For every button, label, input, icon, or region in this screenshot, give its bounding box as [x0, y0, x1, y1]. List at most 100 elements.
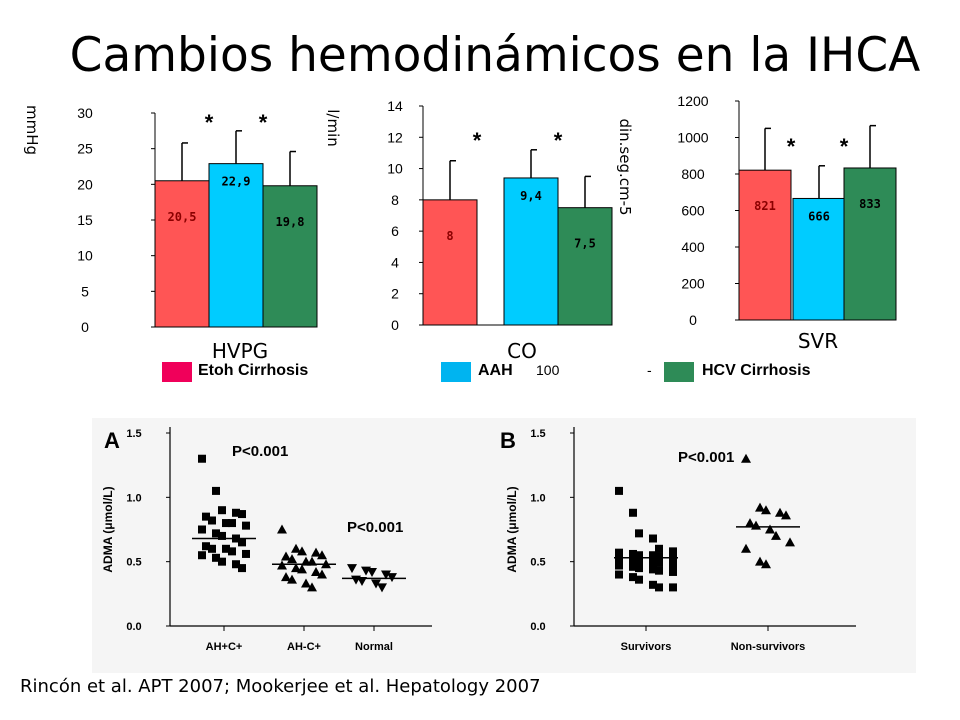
- y-axis-label: din.seg.cm-5: [616, 118, 634, 215]
- panel-label: B: [500, 428, 516, 453]
- y-tick-label: 20: [77, 176, 93, 192]
- bar: [503, 177, 559, 326]
- data-point: [347, 564, 357, 574]
- data-point: [218, 531, 226, 540]
- scatter-plot-b: 0.0 0.5 1.0 1.5 ADMA (μmol/L) B Survivors Non-s…: [500, 427, 856, 653]
- data-point: [635, 529, 643, 538]
- bar-value-label: 833: [859, 197, 881, 211]
- data-point: [755, 502, 765, 512]
- y-tick-label: 12: [387, 129, 403, 145]
- scatter-chart-a: 0.0 0.5 1.0 1.5 ADMA (μmol/L) A AH+C+ AH-C+ Norm…: [101, 427, 432, 653]
- x-tick-label: Survivors: [621, 641, 672, 653]
- data-point: [218, 506, 226, 515]
- data-point: [635, 575, 643, 584]
- y-tick-label: 6: [391, 223, 399, 239]
- data-point: [615, 548, 623, 557]
- data-point: [635, 551, 643, 560]
- data-point: [377, 583, 387, 593]
- bar-value-label: 19,8: [276, 215, 305, 229]
- p-value-annotation: P<0.001: [347, 519, 403, 536]
- legend-label-hcv: HCV Cirrhosis: [702, 362, 811, 379]
- data-point: [615, 561, 623, 570]
- y-tick-label: 1.5: [126, 428, 141, 440]
- p-value-annotation: P<0.001: [232, 443, 288, 460]
- data-point: [307, 556, 317, 566]
- y-tick-label: 1.5: [530, 428, 545, 440]
- data-point: [301, 578, 311, 588]
- data-point: [371, 579, 381, 589]
- legend-label-etoh: Etoh Cirrhosis: [198, 362, 309, 379]
- data-point: [781, 510, 791, 520]
- data-point: [629, 549, 637, 558]
- y-tick-label: 0: [81, 319, 89, 335]
- data-point: [655, 583, 663, 592]
- data-point: [649, 557, 657, 566]
- y-axis-label: ADMA (μmol/L): [505, 486, 519, 572]
- significance-star: *: [205, 110, 214, 135]
- x-tick-label: Normal: [355, 641, 393, 653]
- y-tick-label: 400: [681, 239, 705, 255]
- data-point: [218, 557, 226, 566]
- legend-swatch-etoh: [162, 362, 192, 382]
- bar: [843, 167, 897, 321]
- legend-stray-dash: -: [647, 362, 652, 378]
- data-point: [669, 583, 677, 592]
- data-point: [291, 563, 301, 573]
- chart-title: CO: [507, 339, 537, 360]
- data-point: [297, 564, 307, 574]
- data-point: [655, 552, 663, 561]
- legend-swatch-hcv: [664, 362, 694, 382]
- chart-title: HVPG: [212, 339, 268, 360]
- bar-chart-hvpg: 0 5 10 15 20 25 30 20,5 22,9 19,8 * * HVPG mmHg: [23, 105, 318, 360]
- legend: Etoh Cirrhosis AAH 100 - HCV Cirrhosis: [0, 360, 960, 384]
- y-tick-label: 1.0: [530, 492, 545, 504]
- x-tick-label: AH+C+: [206, 641, 243, 653]
- legend-stray-number: 100: [536, 362, 560, 378]
- bar: [792, 197, 846, 321]
- significance-star: *: [259, 110, 268, 135]
- bar: [154, 180, 210, 328]
- data-point: [655, 566, 663, 575]
- data-point: [311, 566, 321, 576]
- y-tick-label: 200: [681, 276, 705, 292]
- scatter-panel-a: 0.0 0.5 1.0 1.5 ADMA (μmol/L) A AH+C+ AH-C+ Norm…: [92, 418, 512, 673]
- data-point: [669, 560, 677, 569]
- data-point: [357, 576, 367, 586]
- data-point: [635, 557, 643, 566]
- y-axis-label: ADMA (μmol/L): [101, 486, 115, 572]
- bar: [738, 169, 792, 321]
- bar-value-label: 9,4: [520, 189, 542, 203]
- data-point: [212, 553, 220, 562]
- data-point: [238, 538, 246, 547]
- scatter-chart-b: 0.0 0.5 1.0 1.5 ADMA (μmol/L) B Survivors Non-s…: [500, 427, 856, 653]
- data-point: [212, 486, 220, 495]
- significance-star: *: [554, 128, 563, 153]
- data-point: [281, 551, 291, 561]
- data-point: [208, 516, 216, 525]
- data-point: [755, 556, 765, 566]
- data-point: [629, 508, 637, 517]
- significance-star: *: [473, 128, 482, 153]
- data-point: [629, 555, 637, 564]
- y-tick-label: 30: [77, 105, 93, 121]
- bar-value-label: 666: [808, 209, 830, 223]
- bar-value-label: 20,5: [168, 210, 197, 224]
- citation: Rincón et al. APT 2007; Mookerjee et al.…: [20, 676, 541, 697]
- data-point: [761, 559, 771, 569]
- data-point: [228, 519, 236, 528]
- data-point: [741, 453, 751, 463]
- bar-charts: 0 5 10 15 20 25 30 20,5 22,9 19,8 * * HVPG mmHg 0 2 4 6 8 1…: [23, 93, 897, 360]
- y-tick-label: 1000: [677, 130, 708, 146]
- y-tick-label: 0.5: [530, 557, 545, 569]
- data-point: [629, 573, 637, 582]
- data-point: [238, 564, 246, 573]
- data-point: [232, 560, 240, 569]
- data-point: [655, 558, 663, 567]
- bar: [208, 163, 264, 328]
- data-point: [745, 518, 755, 528]
- data-point: [202, 542, 210, 551]
- legend-label-aah: AAH: [478, 362, 513, 379]
- bar-chart-svr: 0 200 400 600 800 1000 1200 821 666 833 * * SVR din.s…: [616, 93, 897, 353]
- data-point: [775, 507, 785, 517]
- x-tick-label: AH-C+: [287, 641, 321, 653]
